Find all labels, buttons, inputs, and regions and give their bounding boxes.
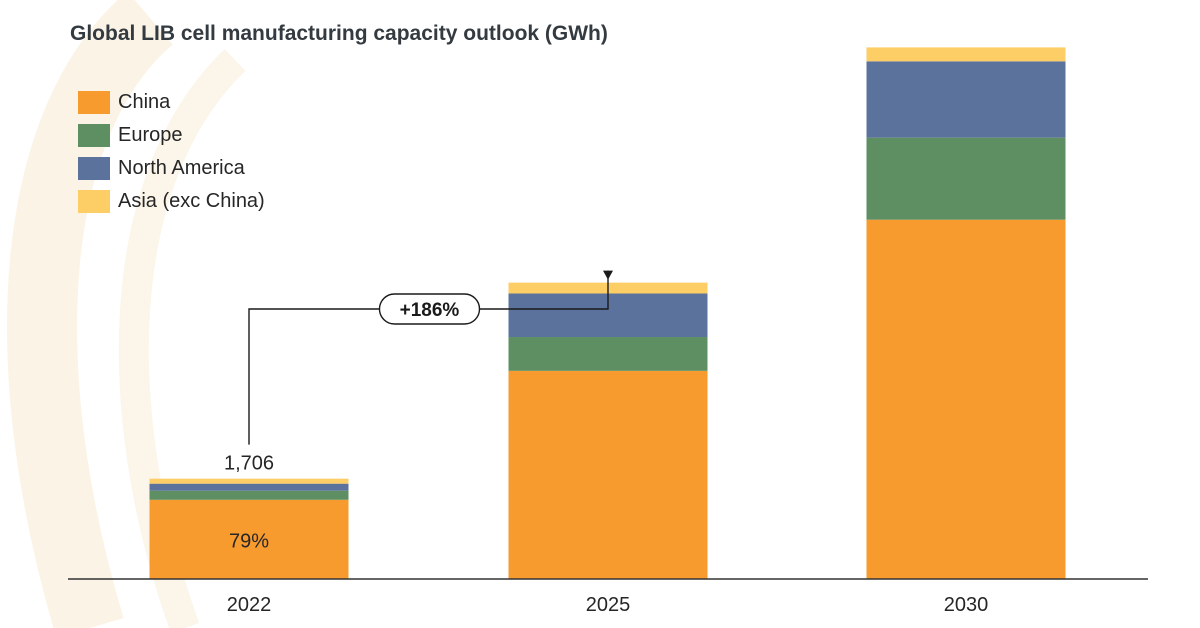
legend-swatch-north-america (78, 157, 110, 180)
chart-title: Global LIB cell manufacturing capacity o… (70, 22, 608, 45)
total-label-2022: 1,706 (224, 453, 274, 475)
legend-label-asia-exc-china: Asia (exc China) (118, 190, 265, 212)
china-share-label-2022: 79% (229, 530, 269, 552)
legend-item-europe: Europe (78, 119, 265, 152)
x-tick-label-2025: 2025 (586, 594, 631, 616)
growth-arrow-head (603, 270, 613, 280)
legend-label-china: China (118, 91, 171, 113)
bar-north-america-2030 (866, 61, 1066, 138)
bar-asia-exc-china-2022 (149, 478, 349, 484)
legend-item-china: China (78, 86, 265, 119)
legend-label-north-america: North America (118, 157, 245, 179)
chart-legend: China Europe North America Asia (exc Chi… (78, 86, 265, 218)
legend-label-europe: Europe (118, 124, 183, 146)
legend-item-north-america: North America (78, 152, 265, 185)
legend-swatch-asia-exc-china (78, 190, 110, 213)
legend-swatch-europe (78, 124, 110, 147)
x-tick-label-2022: 2022 (227, 594, 272, 616)
bar-north-america-2022 (149, 483, 349, 491)
bar-asia-exc-china-2030 (866, 47, 1066, 62)
bar-china-2022 (149, 499, 349, 579)
bar-europe-2022 (149, 490, 349, 500)
legend-item-asia-exc-china: Asia (exc China) (78, 185, 265, 218)
legend-swatch-china (78, 91, 110, 114)
growth-badge (378, 293, 481, 325)
bar-china-2025 (508, 370, 708, 579)
bar-china-2030 (866, 219, 1066, 579)
bar-europe-2030 (866, 137, 1066, 220)
x-tick-label-2030: 2030 (944, 594, 989, 616)
growth-badge-label: +186% (400, 300, 460, 321)
bar-europe-2025 (508, 337, 708, 371)
